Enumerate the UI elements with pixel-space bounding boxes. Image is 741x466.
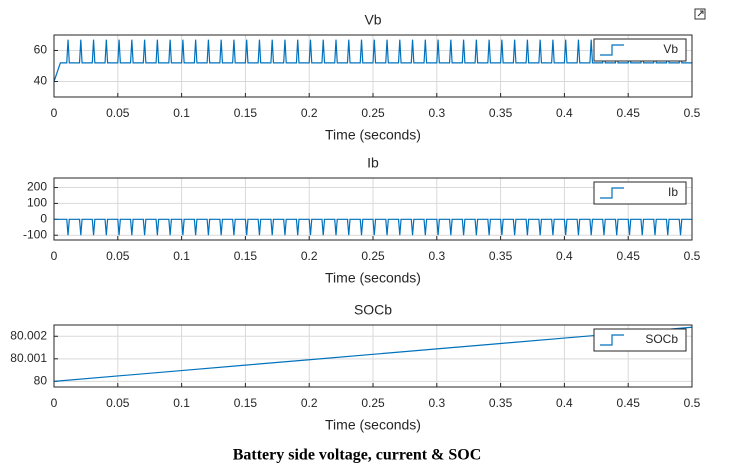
x-tick-label: 0.4: [556, 396, 573, 410]
x-axis-label: Time (seconds): [325, 270, 421, 286]
y-tick-label: 40: [34, 74, 48, 88]
x-tick-label: 0: [51, 396, 58, 410]
axes-frame: [53, 177, 693, 241]
x-tick-label: 0.5: [684, 396, 701, 410]
x-tick-label: 0.3: [428, 249, 445, 263]
y-tick-label: 80.001: [10, 351, 47, 365]
x-tick-label: 0.15: [234, 249, 258, 263]
x-tick-label: 0.1: [173, 249, 190, 263]
x-tick-label: 0.2: [301, 396, 318, 410]
y-tick-label: 100: [27, 196, 47, 210]
y-tick-label: 80: [34, 374, 48, 388]
x-tick-label: 0.45: [617, 249, 641, 263]
data-line: [54, 326, 692, 382]
x-tick-label: 0.3: [428, 106, 445, 120]
legend-swatch: [600, 334, 624, 346]
x-tick-label: 0: [51, 249, 58, 263]
x-axis-label: Time (seconds): [325, 127, 421, 143]
data-line: [54, 218, 692, 236]
x-axis-label: Time (seconds): [325, 417, 421, 433]
chart-title: SOCb: [354, 302, 392, 318]
legend-label: Ib: [668, 185, 678, 199]
x-tick-label: 0.45: [617, 396, 641, 410]
data-line: [54, 39, 692, 82]
caption: Battery side voltage, current & SOC: [233, 447, 482, 464]
x-tick-label: 0: [51, 106, 58, 120]
x-tick-label: 0.2: [301, 249, 318, 263]
x-tick-label: 0.5: [684, 106, 701, 120]
y-tick-label: 80.002: [10, 328, 47, 342]
x-tick-label: 0.15: [234, 396, 258, 410]
x-tick-label: 0.45: [617, 106, 641, 120]
y-tick-label: -100: [23, 227, 47, 241]
x-tick-label: 0.3: [428, 396, 445, 410]
x-tick-label: 0.5: [684, 249, 701, 263]
x-tick-label: 0.35: [489, 249, 513, 263]
x-tick-label: 0.1: [173, 106, 190, 120]
x-tick-label: 0.25: [361, 106, 385, 120]
x-tick-label: 0.15: [234, 106, 258, 120]
y-tick-label: 60: [34, 43, 48, 57]
export-icon[interactable]: [694, 8, 706, 20]
legend-label: SOCb: [645, 332, 678, 346]
axes-frame: [53, 324, 693, 388]
x-tick-label: 0.25: [361, 249, 385, 263]
x-tick-label: 0.05: [106, 249, 130, 263]
legend-label: Vb: [663, 42, 678, 56]
x-tick-label: 0.2: [301, 106, 318, 120]
chart-title: Vb: [364, 12, 381, 28]
x-tick-label: 0.4: [556, 249, 573, 263]
x-tick-label: 0.25: [361, 396, 385, 410]
axes-frame: [53, 34, 693, 98]
x-tick-label: 0.35: [489, 396, 513, 410]
y-tick-label: 200: [27, 180, 47, 194]
x-tick-label: 0.05: [106, 106, 130, 120]
x-tick-label: 0.1: [173, 396, 190, 410]
y-tick-label: 0: [40, 212, 47, 226]
x-tick-label: 0.4: [556, 106, 573, 120]
legend-swatch: [600, 187, 624, 199]
legend-swatch: [600, 44, 624, 56]
x-tick-label: 0.35: [489, 106, 513, 120]
x-tick-label: 0.05: [106, 396, 130, 410]
chart-title: Ib: [367, 155, 379, 171]
